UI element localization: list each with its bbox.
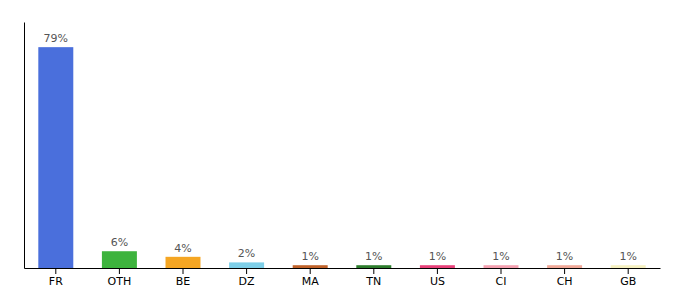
data-label: 1%: [365, 250, 382, 263]
bar: [611, 265, 646, 268]
x-tick-mark: [501, 268, 502, 274]
bar: [229, 262, 264, 268]
bar: [38, 47, 73, 268]
x-tick-label: MA: [302, 275, 319, 288]
y-axis: [24, 23, 25, 269]
data-label: 1%: [556, 250, 573, 263]
x-tick: GB: [620, 268, 636, 288]
x-axis: FR OTH BE DZ MA TN US CI CH GB: [25, 268, 661, 288]
x-tick-mark: [310, 268, 311, 274]
bar: [102, 251, 137, 268]
x-tick-mark: [373, 268, 374, 274]
x-tick-label: BE: [176, 275, 191, 288]
bar: [420, 265, 455, 268]
x-tick-label: GB: [620, 275, 636, 288]
x-tick-mark: [628, 268, 629, 274]
x-tick: OTH: [108, 268, 132, 288]
x-tick: TN: [365, 268, 381, 288]
chart: FR OTH BE DZ MA TN US CI CH GB 79% 6% 4% 2% 1% 1% 1% 1% 1%…: [0, 0, 680, 300]
x-tick-mark: [55, 268, 56, 274]
bar: [547, 265, 582, 268]
x-tick-mark: [246, 268, 247, 274]
x-tick-mark: [437, 268, 438, 274]
data-label: 4%: [174, 242, 191, 255]
bars: [38, 47, 645, 268]
y-axis-line: [24, 23, 25, 269]
x-tick-label: FR: [49, 275, 63, 288]
x-tick-label: CI: [496, 275, 507, 288]
x-tick-label: TN: [365, 275, 381, 288]
data-labels: 79% 6% 4% 2% 1% 1% 1% 1% 1% 1%: [44, 32, 637, 263]
x-tick-mark: [564, 268, 565, 274]
x-tick-label: OTH: [108, 275, 132, 288]
bar: [484, 265, 519, 268]
bar: [356, 265, 391, 268]
x-tick: US: [430, 268, 445, 288]
x-tick-mark: [119, 268, 120, 274]
x-tick-label: US: [430, 275, 445, 288]
x-tick: BE: [176, 268, 191, 288]
bar: [166, 257, 201, 268]
x-tick-mark: [183, 268, 184, 274]
x-tick-label: DZ: [239, 275, 255, 288]
x-tick: CH: [557, 268, 573, 288]
bar: [293, 265, 328, 268]
data-label: 1%: [492, 250, 509, 263]
x-tick: MA: [302, 268, 319, 288]
data-label: 1%: [619, 250, 636, 263]
data-label: 79%: [44, 32, 68, 45]
plot: FR OTH BE DZ MA TN US CI CH GB 79% 6% 4% 2% 1% 1% 1% 1% 1%…: [25, 23, 661, 288]
x-tick: DZ: [239, 268, 255, 288]
data-label: 1%: [429, 250, 446, 263]
x-tick: FR: [49, 268, 63, 288]
data-label: 1%: [301, 250, 318, 263]
x-tick: CI: [496, 268, 507, 288]
x-tick-label: CH: [557, 275, 573, 288]
data-label: 2%: [238, 247, 255, 260]
data-label: 6%: [111, 236, 128, 249]
